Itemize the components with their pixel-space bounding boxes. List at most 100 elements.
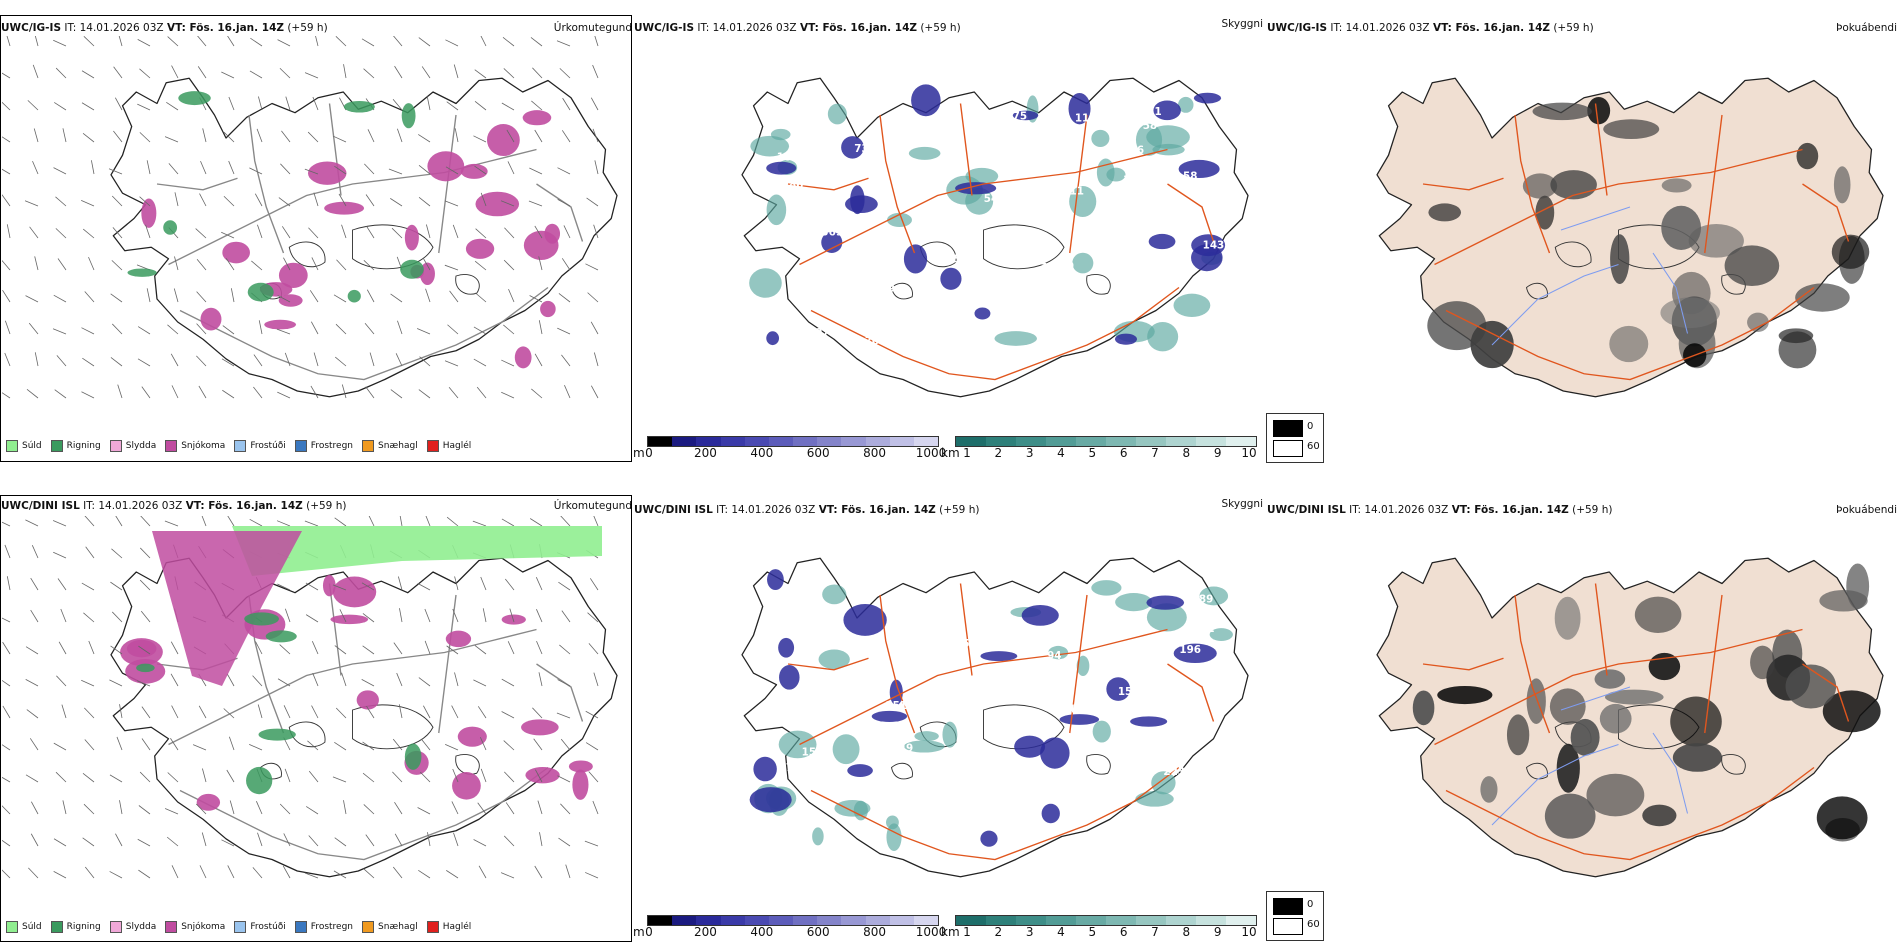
colorbar-step bbox=[865, 916, 890, 925]
wind-barb bbox=[119, 704, 123, 719]
wind-barb bbox=[560, 516, 571, 527]
wind-barb bbox=[221, 839, 235, 847]
wind-barb bbox=[223, 708, 235, 719]
field-patch bbox=[766, 194, 787, 226]
wind-barb bbox=[2, 705, 11, 719]
legend-label: Snjókoma bbox=[181, 922, 226, 932]
wind-barb bbox=[391, 227, 403, 239]
wind-barb bbox=[424, 608, 431, 623]
wind-barb bbox=[588, 771, 599, 783]
wind-barb bbox=[2, 679, 11, 687]
wind-barb bbox=[424, 640, 431, 655]
wind-barb bbox=[416, 328, 431, 335]
colorbar-step bbox=[1016, 437, 1046, 446]
field-patch bbox=[1041, 803, 1060, 824]
wind-barb bbox=[250, 37, 263, 47]
wind-barb bbox=[528, 200, 543, 207]
wind-barb bbox=[2, 641, 11, 655]
precip-legend-item: Snjókoma bbox=[165, 921, 225, 933]
field-patch bbox=[903, 244, 928, 274]
colorbar-step bbox=[986, 916, 1016, 925]
wind-barb bbox=[474, 69, 487, 79]
wind-barb bbox=[138, 645, 151, 655]
fog-patch bbox=[1605, 689, 1664, 705]
field-patch bbox=[1146, 595, 1185, 610]
fog-legend-swatch bbox=[1273, 918, 1303, 935]
wind-barb bbox=[334, 837, 347, 847]
wind-barb bbox=[397, 320, 403, 335]
road bbox=[1514, 594, 1551, 734]
wind-barb bbox=[559, 68, 571, 79]
field-patch bbox=[980, 830, 998, 847]
precip-legend-item: Slydda bbox=[109, 921, 156, 933]
wind-barb bbox=[557, 775, 571, 783]
wind-barb bbox=[174, 256, 179, 271]
field-patch bbox=[1106, 677, 1131, 701]
field-patch bbox=[818, 649, 850, 670]
iceland-map: 96 25 15 110 106 86 100 111 78 369 58 245 15 185 141 58… bbox=[741, 77, 1249, 398]
ceiling-value-label: 386 bbox=[815, 625, 837, 637]
field-patch bbox=[486, 124, 520, 157]
field-patch bbox=[911, 84, 941, 117]
legend-swatch bbox=[50, 921, 63, 933]
wind-barb bbox=[111, 260, 123, 271]
colorbar-strip bbox=[647, 436, 939, 447]
wind-barb bbox=[167, 772, 179, 783]
wind-barb bbox=[4, 320, 11, 335]
wind-barb bbox=[367, 129, 375, 143]
wind-barb bbox=[166, 836, 179, 847]
wind-barb bbox=[557, 199, 571, 207]
wind-barb bbox=[31, 545, 39, 559]
ceiling-value-label: 118 bbox=[1065, 320, 1087, 332]
wind-barb bbox=[308, 835, 319, 847]
wind-barb bbox=[585, 263, 599, 271]
wind-barb bbox=[531, 100, 543, 111]
wind-barb bbox=[201, 832, 207, 847]
wind-barb bbox=[53, 294, 67, 303]
ceiling-value-label: 15 bbox=[1118, 686, 1132, 698]
wind-barb bbox=[365, 194, 375, 207]
colorbar-tick: 2 bbox=[994, 925, 1003, 939]
wind-barb bbox=[563, 225, 571, 239]
ceiling-value-label: 122 bbox=[1124, 731, 1146, 743]
wind-barb bbox=[394, 65, 403, 79]
panel-title: UWC/IG-IS IT: 14.01.2026 03Z VT: Fös. 16… bbox=[634, 22, 961, 34]
wind-barb bbox=[538, 672, 543, 687]
wind-barb bbox=[557, 679, 571, 687]
colorbar-tick: 200 bbox=[693, 446, 717, 460]
field-patch bbox=[822, 584, 847, 605]
colorbar-tick: 10 bbox=[1241, 925, 1257, 939]
road bbox=[959, 583, 973, 676]
wind-barb bbox=[482, 608, 487, 623]
wind-barb bbox=[335, 36, 347, 47]
wind-barb bbox=[390, 389, 403, 399]
wind-barb bbox=[81, 679, 95, 687]
wind-barb bbox=[171, 865, 179, 879]
colorbar-strip bbox=[955, 436, 1257, 447]
road bbox=[879, 114, 916, 254]
field-patch bbox=[343, 100, 375, 113]
wind-barb bbox=[166, 101, 179, 111]
wind-barb bbox=[28, 322, 39, 335]
road bbox=[787, 177, 869, 191]
field-patch bbox=[265, 630, 297, 643]
fog-legend-swatch bbox=[1273, 440, 1303, 457]
wind-barb bbox=[192, 744, 207, 751]
field-patch bbox=[1199, 586, 1229, 606]
field-patch bbox=[1076, 655, 1090, 676]
fog-patch bbox=[1660, 297, 1720, 329]
wind-barb bbox=[592, 800, 599, 815]
ceiling-value-label: 11 bbox=[1139, 99, 1153, 111]
wind-barb bbox=[446, 516, 459, 527]
wind-barb bbox=[141, 386, 151, 399]
wind-barb bbox=[251, 260, 263, 271]
wind-barb bbox=[56, 675, 67, 687]
ceiling-value-label: 71 bbox=[1032, 160, 1046, 172]
precip-legend-item: Rigning bbox=[50, 440, 101, 452]
colorbar-step bbox=[1226, 437, 1256, 446]
colorbar-step bbox=[648, 916, 673, 925]
road bbox=[1514, 114, 1551, 254]
wind-barb bbox=[283, 257, 291, 271]
wind-barb bbox=[30, 833, 39, 847]
wind-barb bbox=[62, 128, 67, 143]
